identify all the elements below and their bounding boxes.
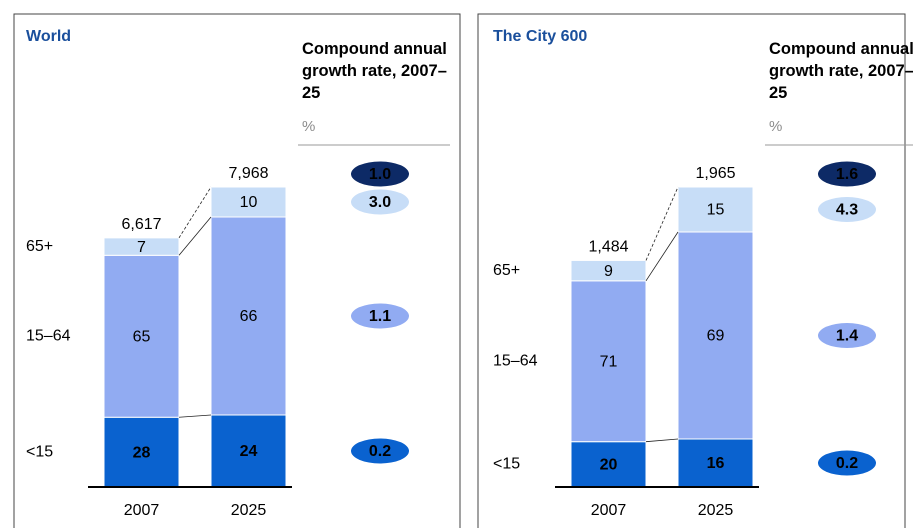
cagr-oval (351, 438, 409, 464)
segment-label: 65 (133, 328, 151, 345)
cagr-oval (818, 323, 876, 348)
segment-label: 15 (707, 202, 725, 219)
segment-label: 69 (707, 328, 725, 345)
cagr-label: 1.0 (369, 166, 391, 183)
bar-segment (570, 280, 647, 443)
cagr-oval (351, 161, 409, 187)
cagr-header: Compound annual growth rate, 2007–25 (302, 40, 447, 102)
row-label: 65+ (26, 238, 53, 255)
bar-segment (677, 438, 754, 488)
row-label: 15–64 (26, 327, 71, 344)
panel-border (477, 13, 906, 528)
segment-label: 7 (137, 239, 146, 256)
row-label: 15–64 (493, 352, 538, 369)
x-tick-label: 2025 (698, 502, 734, 519)
total-label: 1,965 (695, 165, 735, 182)
cagr-label: 1.6 (836, 166, 858, 183)
segment-label: 24 (240, 443, 258, 460)
panel-border (13, 13, 461, 528)
row-label: <15 (493, 456, 520, 473)
cagr-oval (818, 197, 876, 222)
bar-segment (570, 259, 647, 282)
x-tick-label: 2007 (591, 502, 627, 519)
connector (645, 186, 679, 261)
cagr-unit: % (769, 118, 783, 135)
connector (645, 231, 679, 282)
cagr-oval (351, 189, 409, 215)
panel-title: The City 600 (493, 28, 588, 45)
x-tick-label: 2025 (231, 502, 267, 519)
bar-segment (103, 254, 180, 418)
segment-label: 66 (240, 308, 258, 325)
segment-label: 16 (707, 455, 725, 472)
cagr-unit: % (302, 118, 316, 135)
cagr-oval (818, 450, 876, 476)
row-label: <15 (26, 443, 53, 460)
x-tick-label: 2007 (124, 502, 160, 519)
connector (645, 438, 679, 443)
cagr-label: 0.2 (369, 443, 391, 460)
connector (178, 186, 212, 239)
segment-label: 9 (604, 263, 613, 280)
segment-label: 20 (600, 457, 618, 474)
segment-label: 10 (240, 194, 258, 211)
connector (178, 414, 212, 418)
bar-segment (677, 186, 754, 233)
connector (178, 216, 212, 256)
segment-label: 28 (133, 444, 151, 461)
total-label: 6,617 (121, 216, 161, 233)
cagr-label: 1.4 (836, 328, 858, 345)
bar-segment (103, 237, 180, 256)
cagr-label: 4.3 (836, 202, 858, 219)
total-label: 7,968 (228, 165, 268, 182)
cagr-oval (818, 161, 876, 187)
cagr-oval (351, 303, 409, 329)
row-label: 65+ (493, 262, 520, 279)
cagr-header: Compound annual growth rate, 2007–25 (769, 40, 913, 102)
segment-label: 71 (600, 353, 618, 370)
cagr-label: 3.0 (369, 194, 391, 211)
cagr-label: 0.2 (836, 455, 858, 472)
total-label: 1,484 (588, 239, 628, 256)
bar-segment (210, 186, 287, 218)
bar-segment (103, 416, 180, 488)
panel-title: World (26, 28, 72, 45)
cagr-label: 1.1 (369, 308, 391, 325)
